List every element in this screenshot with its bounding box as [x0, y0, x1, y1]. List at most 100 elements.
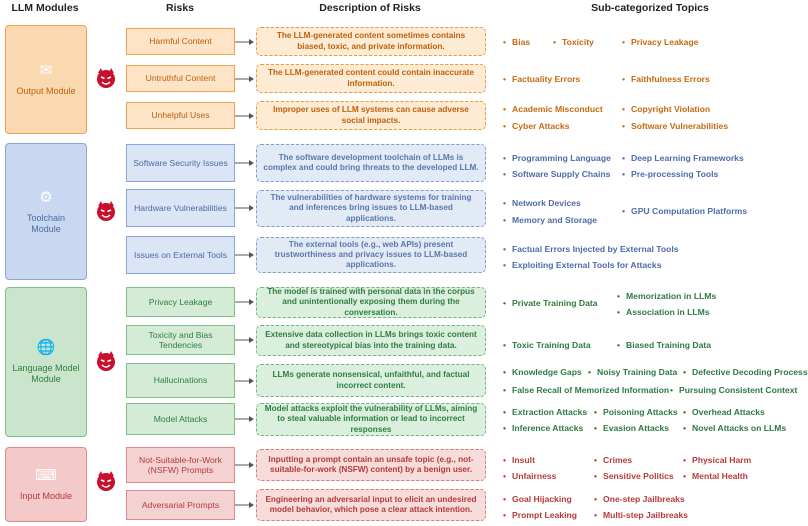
risk-nsfw-prompts: Not-Suitable-for-Work (NSFW) Prompts	[126, 447, 235, 483]
globe-icon: 🌐	[36, 339, 56, 357]
topic-item: Network Devices	[503, 198, 581, 208]
desc-toxicity-bias: Extensive data collection in LLMs brings…	[256, 325, 486, 356]
devil-icon	[96, 200, 116, 222]
topic-item: Software Supply Chains	[503, 169, 610, 179]
input-module: ⌨ Input Module	[5, 447, 87, 522]
desc-hallucinations: LLMs generate nonsensical, unfaithful, a…	[256, 364, 486, 397]
topic-item: Cyber Attacks	[503, 121, 569, 131]
topic-item: Physical Harm	[683, 455, 751, 465]
risk-external-tools: Issues on External Tools	[126, 236, 235, 274]
arrow-icon	[235, 461, 255, 469]
topic-item: Defective Decoding Process	[683, 367, 808, 377]
output-module-label: Output Module	[16, 86, 76, 97]
language-module-label: Language Model Module	[12, 363, 80, 384]
topic-item: Software Vulnerabilities	[622, 121, 728, 131]
arrow-icon	[235, 501, 255, 509]
topic-item: Poisoning Attacks	[594, 407, 678, 417]
risk-unhelpful-uses: Unhelpful Uses	[126, 102, 235, 129]
desc-nsfw-prompts: Inputting a prompt contain an unsafe top…	[256, 449, 486, 481]
devil-icon	[96, 350, 116, 372]
arrow-icon	[235, 75, 255, 83]
gear-icon: ⚙	[39, 188, 53, 206]
desc-external-tools: The external tools (e.g., web APIs) pres…	[256, 237, 486, 273]
topic-item: Mental Health	[683, 471, 748, 481]
topic-item: Privacy Leakage	[622, 37, 698, 47]
desc-model-attacks: Model attacks exploit the vulnerability …	[256, 403, 486, 436]
devil-icon	[96, 67, 116, 89]
toolchain-module: ⚙ Toolchain Module	[5, 143, 87, 280]
desc-untruthful-content: The LLM-generated content could contain …	[256, 64, 486, 93]
topic-item: Deep Learning Frameworks	[622, 153, 744, 163]
devil-icon	[96, 470, 116, 492]
header-llm-modules: LLM Modules	[11, 2, 79, 14]
topic-item: GPU Computation Platforms	[622, 206, 747, 216]
topic-item: Toxic Training Data	[503, 340, 591, 350]
arrow-icon	[235, 251, 255, 259]
topic-item: Exploiting External Tools for Attacks	[503, 260, 661, 270]
input-icon: ⌨	[35, 467, 57, 485]
risk-software-security: Software Security Issues	[126, 144, 235, 182]
topic-item: One-step Jailbreaks	[594, 494, 685, 504]
topic-item: Noisy Training Data	[588, 367, 677, 377]
risk-privacy-leakage: Privacy Leakage	[126, 287, 235, 317]
topic-item: Academic Misconduct	[503, 104, 603, 114]
topic-item: Prompt Leaking	[503, 510, 577, 520]
topic-item: Association in LLMs	[617, 307, 710, 317]
risk-harmful-content: Harmful Content	[126, 28, 235, 55]
output-module: ✉ Output Module	[5, 25, 87, 134]
topic-item: Inference Attacks	[503, 423, 583, 433]
language-module: 🌐 Language Model Module	[5, 287, 87, 437]
risk-hardware-vulnerabilities: Hardware Vulnerabilities	[126, 189, 235, 227]
topic-item: Bias	[503, 37, 530, 47]
header-risks: Risks	[165, 2, 195, 14]
topic-item: Toxicity	[553, 37, 594, 47]
topic-item: Overhead Attacks	[683, 407, 765, 417]
arrow-icon	[235, 38, 255, 46]
desc-adversarial-prompts: Engineering an adversarial input to elic…	[256, 489, 486, 521]
risk-model-attacks: Model Attacks	[126, 403, 235, 435]
desc-privacy-leakage: The model is trained with personal data …	[256, 287, 486, 318]
arrow-icon	[235, 298, 255, 306]
arrow-icon	[235, 159, 255, 167]
arrow-icon	[235, 112, 255, 120]
topic-item: Crimes	[594, 455, 632, 465]
risk-untruthful-content: Untruthful Content	[126, 65, 235, 92]
topic-item: Private Training Data	[503, 298, 598, 308]
arrow-icon	[235, 377, 255, 385]
topic-item: Pursuing Consistent Context	[670, 385, 797, 395]
desc-software-security: The software development toolchain of LL…	[256, 144, 486, 182]
output-icon: ✉	[39, 62, 53, 80]
risk-toxicity-bias: Toxicity and Bias Tendencies	[126, 325, 235, 355]
topic-item: Knowledge Gaps	[503, 367, 582, 377]
topic-item: Faithfulness Errors	[622, 74, 710, 84]
arrow-icon	[235, 415, 255, 423]
topic-item: Memorization in LLMs	[617, 291, 716, 301]
topic-item: Memory and Storage	[503, 215, 597, 225]
arrow-icon	[235, 204, 255, 212]
topic-item: Pre-processing Tools	[622, 169, 718, 179]
desc-hardware-vulnerabilities: The vulnerabilities of hardware systems …	[256, 190, 486, 227]
risk-hallucinations: Hallucinations	[126, 363, 235, 398]
topic-item: Goal Hijacking	[503, 494, 572, 504]
topic-item: Insult	[503, 455, 535, 465]
header-description: Description of Risks	[319, 2, 421, 14]
arrow-icon	[235, 336, 255, 344]
input-module-label: Input Module	[19, 491, 73, 502]
risk-adversarial-prompts: Adversarial Prompts	[126, 490, 235, 520]
topic-item: Biased Training Data	[617, 340, 711, 350]
topic-item: Extraction Attacks	[503, 407, 587, 417]
topic-item: Evasion Attacks	[594, 423, 669, 433]
topic-item: False Recall of Memorized Information	[503, 385, 669, 395]
topic-item: Programming Language	[503, 153, 611, 163]
topic-item: Factuality Errors	[503, 74, 580, 84]
toolchain-module-label: Toolchain Module	[26, 212, 66, 234]
desc-unhelpful-uses: Improper uses of LLM systems can cause a…	[256, 101, 486, 130]
topic-item: Factual Errors Injected by External Tool…	[503, 244, 679, 254]
header-topics: Sub-categorized Topics	[591, 2, 709, 14]
desc-harmful-content: The LLM-generated content sometimes cont…	[256, 27, 486, 56]
topic-item: Unfairness	[503, 471, 556, 481]
topic-item: Novel Attacks on LLMs	[683, 423, 786, 433]
topic-item: Copyright Violation	[622, 104, 710, 114]
topic-item: Sensitive Politics	[594, 471, 674, 481]
topic-item: Multi-step Jailbreaks	[594, 510, 688, 520]
